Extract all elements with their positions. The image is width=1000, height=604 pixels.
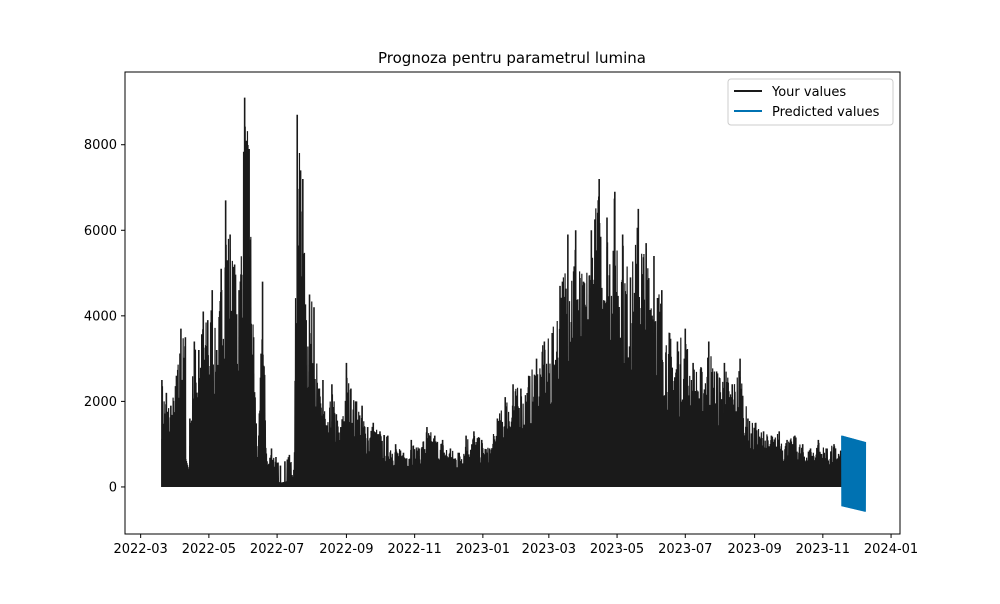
- y-tick-label-4000: 4000: [84, 309, 117, 324]
- x-tick-label-2023-11: 2023-11: [796, 542, 850, 557]
- x-tick-label-2022-11: 2022-11: [387, 542, 441, 557]
- x-tick-label-2023-07: 2023-07: [658, 542, 712, 557]
- x-axis: 2022-03 2022-05 2022-07 2022-09 2022-11 2023-…: [113, 534, 918, 557]
- y-tick-label-8000: 8000: [84, 138, 117, 153]
- legend-box: [727, 78, 894, 126]
- x-tick-label-2023-01: 2023-01: [456, 542, 510, 557]
- axes-frame: [124, 71, 901, 535]
- series-line-your-values: [161, 126, 842, 487]
- series-line-predicted-values: [841, 435, 867, 512]
- y-tick-label-6000: 6000: [84, 224, 117, 239]
- y-tick-label-2000: 2000: [84, 395, 117, 410]
- x-tick-label-2022-05: 2022-05: [182, 542, 236, 557]
- legend: Your values Predicted values: [727, 78, 894, 126]
- plot-area: [161, 97, 867, 512]
- y-tick-label-0: 0: [109, 480, 117, 495]
- x-tick-label-2023-03: 2023-03: [522, 542, 576, 557]
- x-tick-label-2022-09: 2022-09: [319, 542, 373, 557]
- x-tick-label-2023-09: 2023-09: [727, 542, 781, 557]
- legend-label-predicted-values: Predicted values: [772, 105, 880, 120]
- legend-label-your-values: Your values: [771, 85, 846, 100]
- x-tick-label-2023-05: 2023-05: [590, 542, 644, 557]
- x-tick-label-2024-01: 2024-01: [864, 542, 918, 557]
- x-tick-label-2022-07: 2022-07: [250, 542, 304, 557]
- chart-title: Prognoza pentru parametrul lumina: [378, 49, 646, 67]
- y-axis: 0 2000 4000 6000 8000: [84, 138, 125, 495]
- x-tick-label-2022-03: 2022-03: [113, 542, 167, 557]
